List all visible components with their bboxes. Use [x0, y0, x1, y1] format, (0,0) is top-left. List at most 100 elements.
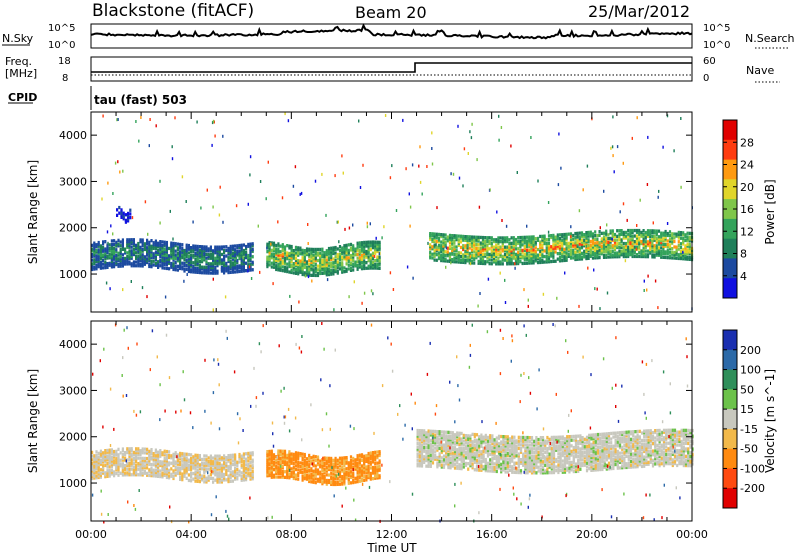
velocity-echo-cell — [238, 469, 241, 473]
velocity-echo-cell — [242, 472, 245, 476]
power-echo-cell — [270, 241, 273, 245]
velocity-echo-cell — [185, 460, 188, 464]
power-echo-cell — [292, 250, 295, 255]
power-echo-cell — [429, 254, 432, 258]
power-echo-cell — [655, 236, 658, 241]
velocity-echo-cell — [467, 454, 470, 458]
power-echo-cell — [227, 250, 230, 254]
power-echo-cell — [429, 235, 432, 240]
power-echo-cell — [102, 240, 105, 244]
power-echo-cell — [664, 229, 667, 234]
power-echo-cell — [341, 255, 344, 259]
power-echo-cell — [547, 237, 551, 242]
power-echo-cell — [277, 242, 280, 246]
velocity-echo-cell — [456, 453, 459, 457]
power-echo-cell — [367, 255, 370, 259]
velocity-echo-cell — [231, 453, 234, 457]
velocity-echo-cell — [249, 455, 252, 459]
velocity-echo-cell — [207, 461, 210, 466]
velocity-echo-cell — [438, 430, 441, 434]
velocity-echo-cell — [429, 429, 432, 433]
velocity-echo-cell — [99, 473, 102, 477]
velocity-echo-cell — [431, 450, 435, 454]
velocity-echo-cell — [194, 472, 197, 476]
power-echo-cell — [448, 257, 452, 262]
power-echo-cell — [574, 241, 577, 245]
velocity-echo-cell — [418, 447, 421, 451]
power-echo-cell — [297, 248, 300, 252]
power-echo-cell — [323, 260, 326, 264]
power-echo-cell — [662, 246, 665, 250]
power-echo-cell — [124, 220, 127, 224]
power-echo-cell — [290, 270, 293, 275]
velocity-echo-cell — [163, 460, 166, 464]
power-echo-cell — [602, 250, 606, 254]
velocity-echo-cell — [240, 465, 243, 469]
velocity-echo-cell — [416, 453, 419, 457]
power-echo-cell — [354, 253, 357, 257]
power-echo-cell — [688, 231, 691, 235]
velocity-echo-cell — [266, 464, 269, 469]
velocity-echo-cell — [240, 460, 243, 464]
power-echo-cell — [124, 256, 127, 261]
power-echo-cell — [563, 256, 566, 261]
power-echo-cell — [552, 243, 555, 247]
velocity-echo-cell — [453, 435, 457, 439]
power-scatter-point — [582, 188, 584, 192]
velocity-echo-cell — [279, 458, 282, 463]
power-echo-cell — [653, 229, 656, 233]
velocity-echo-cell — [292, 471, 295, 475]
power-echo-cell — [97, 244, 100, 248]
velocity-echo-cell — [469, 436, 472, 440]
velocity-echo-cell — [205, 478, 208, 482]
power-echo-cell — [152, 246, 155, 250]
power-echo-cell — [367, 242, 370, 246]
power-echo-cell — [249, 259, 252, 263]
power-echo-cell — [556, 240, 559, 245]
power-echo-cell — [642, 232, 645, 236]
power-scatter-point — [402, 118, 404, 122]
power-echo-cell — [185, 247, 188, 251]
velocity-echo-cell — [447, 454, 450, 459]
power-echo-cell — [319, 264, 322, 268]
power-echo-cell — [374, 266, 377, 270]
power-echo-cell — [170, 248, 173, 253]
power-echo-cell — [229, 265, 232, 269]
power-echo-cell — [574, 231, 577, 236]
velocity-echo-cell — [460, 454, 463, 458]
power-echo-cell — [176, 255, 179, 259]
power-scatter-point — [523, 288, 525, 292]
power-echo-cell — [455, 254, 458, 258]
power-scatter-point — [338, 240, 340, 244]
velocity-echo-cell — [436, 431, 439, 436]
power-echo-cell — [122, 217, 125, 221]
velocity-echo-cell — [440, 434, 443, 438]
power-echo-cell — [451, 234, 454, 238]
velocity-echo-cell — [281, 471, 284, 476]
power-echo-cell — [528, 257, 531, 261]
velocity-echo-cell — [447, 441, 450, 446]
power-echo-cell — [644, 242, 647, 246]
power-echo-cell — [576, 235, 579, 239]
power-echo-cell — [453, 260, 456, 264]
power-echo-cell — [249, 244, 252, 248]
power-echo-cell — [247, 255, 250, 259]
power-echo-cell — [286, 244, 289, 248]
power-echo-cell — [646, 242, 650, 246]
power-echo-cell — [124, 251, 127, 255]
power-echo-cell — [616, 229, 619, 233]
power-echo-cell — [481, 256, 485, 260]
velocity-echo-cell — [292, 456, 295, 460]
power-echo-cell — [152, 241, 155, 245]
velocity-echo-cell — [198, 472, 201, 476]
velocity-echo-cell — [467, 450, 470, 455]
power-scatter-point — [547, 230, 550, 234]
power-echo-cell — [484, 261, 487, 266]
power-echo-cell — [433, 245, 436, 249]
velocity-echo-cell — [275, 460, 278, 464]
power-echo-cell — [99, 248, 102, 252]
velocity-echo-cell — [447, 434, 450, 438]
power-echo-cell — [321, 271, 324, 275]
velocity-echo-cell — [272, 462, 276, 466]
power-echo-cell — [517, 254, 520, 258]
